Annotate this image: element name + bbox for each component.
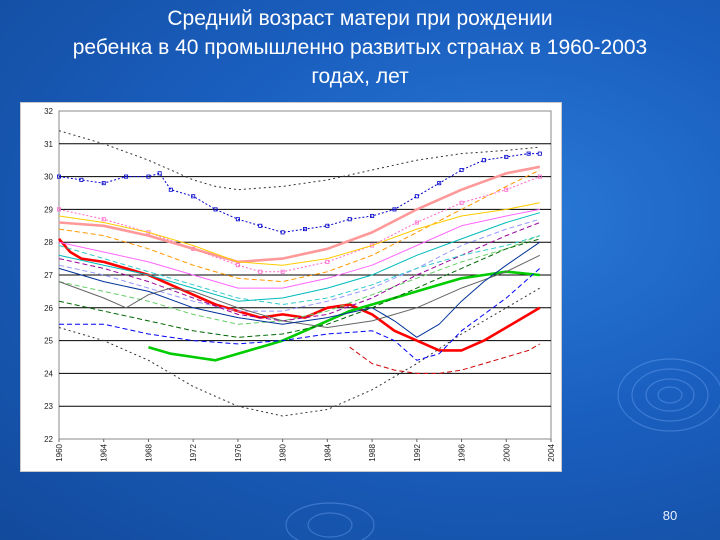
series-point-4	[325, 259, 330, 264]
series-point-3	[235, 217, 240, 222]
series-point-4	[258, 269, 263, 274]
series-point-4	[235, 263, 240, 268]
y-tick-label: 25	[44, 337, 53, 346]
x-tick-label: 2004	[547, 443, 556, 461]
series-line-18	[58, 238, 540, 338]
series-point-4	[537, 174, 542, 179]
series-point-3	[101, 181, 106, 186]
series-line-2	[148, 270, 540, 362]
series-point-3	[191, 194, 196, 199]
series-point-3	[347, 217, 352, 222]
series-point-3	[79, 177, 84, 182]
series-point-4	[414, 220, 419, 225]
series-line-12	[58, 202, 540, 266]
page-number: 80	[662, 508, 678, 523]
series-line-15	[59, 268, 541, 361]
series-point-3	[325, 223, 330, 228]
series-point-3	[537, 151, 542, 156]
y-tick-label: 23	[44, 402, 53, 411]
series-line-1	[58, 238, 541, 352]
series-line-3	[58, 153, 540, 233]
x-tick-label: 1992	[413, 443, 422, 461]
x-tick-label: 1960	[55, 443, 64, 461]
y-tick-label: 30	[44, 173, 53, 182]
y-tick-label: 28	[44, 238, 53, 247]
series-line-5	[58, 165, 541, 264]
title-line-2: ребенка в 40 промышленно развитых страна…	[72, 36, 648, 59]
series-line-20	[58, 235, 540, 305]
y-tick-label: 22	[44, 435, 53, 444]
series-line-17	[349, 343, 541, 374]
series-point-3	[437, 181, 442, 186]
x-tick-label: 1996	[458, 443, 467, 461]
series-line-6	[58, 130, 540, 191]
series-point-3	[302, 227, 307, 232]
series-point-4	[280, 269, 285, 274]
series-line-9	[58, 212, 540, 302]
series-point-3	[157, 171, 162, 176]
x-tick-label: 1964	[100, 443, 109, 461]
series-point-3	[481, 158, 486, 163]
series-line-13	[58, 222, 540, 322]
title-line-3: годах, лет	[311, 65, 409, 88]
series-point-4	[504, 187, 509, 192]
line-chart: 22 23 24 25 26 27 28 29 30 31 32 1960 1964 1968 1972 19…	[44, 107, 556, 462]
series-point-3	[57, 174, 62, 179]
x-tick-label: 1972	[189, 443, 198, 461]
x-tick-label: 1968	[144, 443, 153, 461]
series-line-10	[58, 218, 540, 312]
y-tick-label: 31	[44, 140, 53, 149]
series-point-3	[526, 151, 531, 156]
series-point-3	[258, 223, 263, 228]
chart-frame: 22 23 24 25 26 27 28 29 30 31 32 1960 1964 1968 1972 19…	[20, 102, 562, 472]
x-tick-label: 1988	[368, 443, 377, 461]
series-point-4	[459, 200, 464, 205]
series-point-3	[280, 230, 285, 235]
series-point-3	[392, 207, 397, 212]
series-point-3	[414, 194, 419, 199]
x-tick-label: 1984	[323, 443, 332, 461]
x-tick-label: 1980	[279, 443, 288, 461]
x-tick-label: 1976	[234, 443, 243, 461]
series-point-3	[124, 174, 129, 179]
series-point-4	[57, 207, 62, 212]
series-line-19	[58, 208, 540, 289]
series-line-7	[58, 287, 541, 417]
series-point-3	[168, 187, 173, 192]
slide-title: Средний возраст матери при рождении ребе…	[0, 4, 720, 91]
series-line-14	[58, 254, 541, 328]
y-tick-label: 27	[44, 271, 53, 280]
series-line-8	[58, 169, 541, 283]
series-point-3	[146, 174, 151, 179]
y-tick-label: 29	[44, 205, 53, 214]
series-point-3	[370, 213, 375, 218]
series-point-3	[213, 207, 218, 212]
series-point-3	[504, 154, 509, 159]
series-point-4	[101, 217, 106, 222]
y-tick-label: 32	[44, 107, 53, 116]
x-tick-label: 2000	[502, 443, 511, 461]
title-line-1: Средний возраст матери при рождении	[167, 7, 553, 30]
series-point-3	[459, 168, 464, 173]
y-tick-label: 24	[44, 369, 53, 378]
y-tick-label: 26	[44, 304, 53, 313]
